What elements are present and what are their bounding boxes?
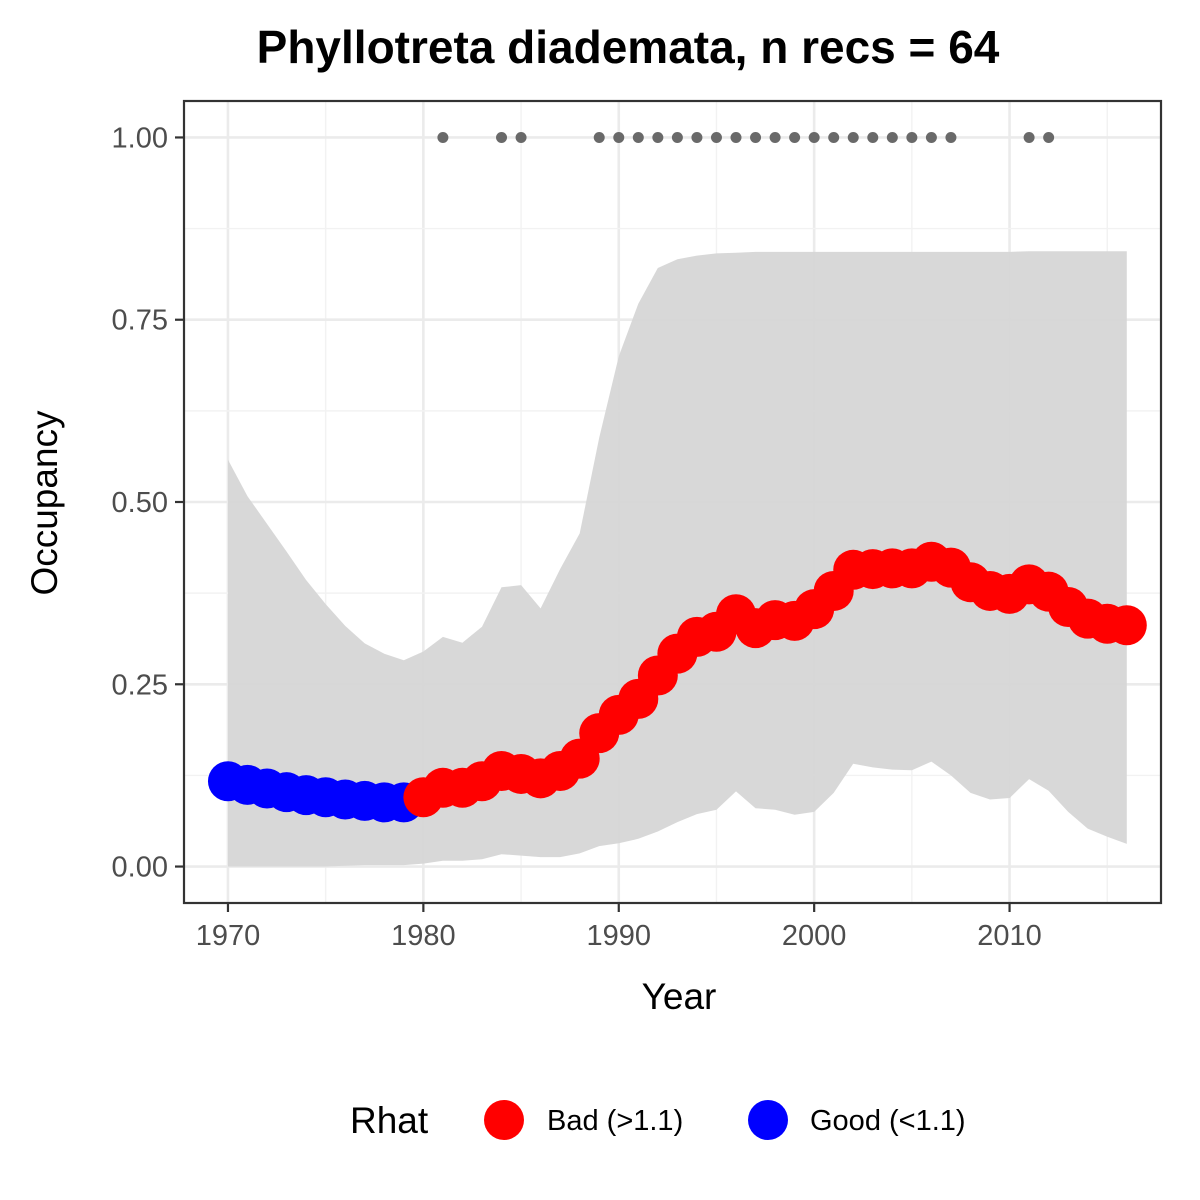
record-point [652, 131, 664, 143]
legend-label-bad: Bad (>1.1) [547, 1105, 683, 1137]
x-axis-ticks: 1970 1980 1990 2000 2010 [196, 903, 1042, 952]
record-points [437, 131, 1055, 143]
record-point [789, 131, 801, 143]
occupancy-points [207, 541, 1147, 823]
x-tick-label: 1980 [391, 920, 456, 952]
record-point [808, 131, 820, 143]
y-tick-label: 1.00 [112, 122, 168, 154]
record-point [945, 131, 957, 143]
record-point [515, 131, 527, 143]
occupancy-point [1106, 605, 1147, 646]
record-point [906, 131, 918, 143]
record-point [1043, 131, 1055, 143]
record-point [613, 131, 625, 143]
record-point [867, 131, 879, 143]
record-point [730, 131, 742, 143]
record-point [847, 131, 859, 143]
record-point [750, 131, 762, 143]
y-tick-label: 0.25 [112, 669, 168, 701]
y-axis-ticks: 0.00 0.25 0.50 0.75 1.00 [112, 122, 184, 884]
credible-interval-ribbon [228, 251, 1127, 867]
record-point [632, 131, 644, 143]
y-tick-label: 0.00 [112, 852, 168, 884]
record-point [828, 131, 840, 143]
record-point [437, 131, 449, 143]
record-point [769, 131, 781, 143]
record-point [710, 131, 722, 143]
chart-title: Phyllotreta diademata, n recs = 64 [257, 21, 1000, 73]
x-tick-label: 2010 [977, 920, 1042, 952]
record-point [593, 131, 605, 143]
x-tick-label: 2000 [782, 920, 847, 952]
record-point [925, 131, 937, 143]
x-tick-label: 1970 [196, 920, 261, 952]
legend-title: Rhat [350, 1100, 429, 1141]
ribbon-area [228, 251, 1127, 867]
legend-key-good [748, 1100, 788, 1140]
legend-label-good: Good (<1.1) [810, 1105, 966, 1137]
x-axis-title: Year [642, 976, 717, 1017]
y-tick-label: 0.75 [112, 305, 168, 337]
record-point [496, 131, 508, 143]
record-point [671, 131, 683, 143]
y-tick-label: 0.50 [112, 487, 168, 519]
x-tick-label: 1990 [587, 920, 652, 952]
y-axis-title: Occupancy [24, 410, 65, 596]
record-point [1023, 131, 1035, 143]
record-point [886, 131, 898, 143]
legend-key-bad [484, 1100, 524, 1140]
legend: Rhat Bad (>1.1) Good (<1.1) [350, 1100, 966, 1141]
record-point [691, 131, 703, 143]
